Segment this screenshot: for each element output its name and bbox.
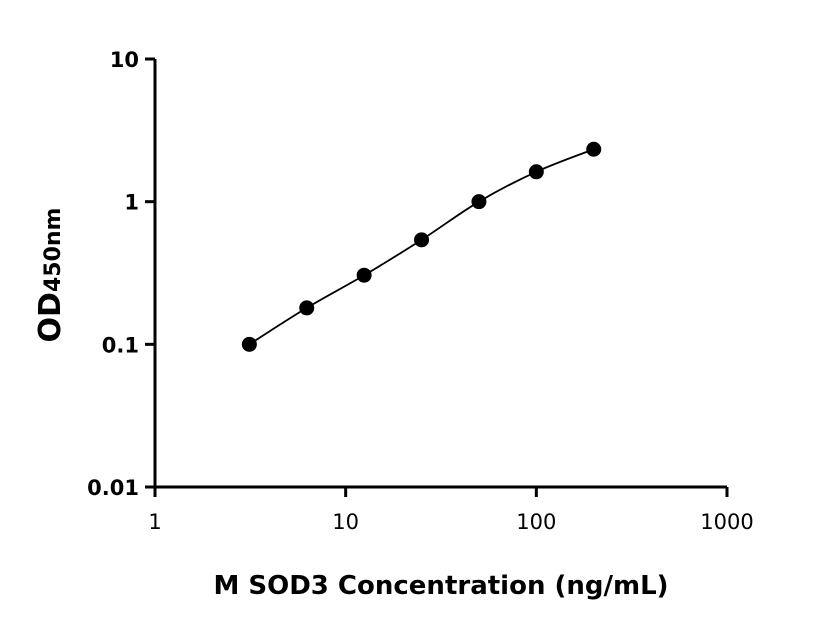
y-tick-label: 1 — [124, 191, 139, 215]
x-tick-label: 100 — [516, 510, 556, 534]
data-points — [241, 141, 602, 352]
x-tick-label: 1000 — [700, 510, 753, 534]
data-point — [241, 336, 257, 352]
data-point — [471, 194, 487, 210]
y-tick-label: 10 — [110, 48, 139, 72]
y-axis-label-subscript: 450nm — [41, 208, 66, 293]
data-point — [586, 141, 602, 157]
y-tick-label: 0.1 — [102, 333, 139, 357]
x-tick-label: 1 — [148, 510, 161, 534]
y-tick-label: 0.01 — [87, 476, 139, 500]
axes: 0.01 0.1 1 10 1 10 100 1000 — [87, 48, 754, 534]
data-point — [299, 300, 315, 316]
data-point — [356, 267, 372, 283]
data-point — [528, 164, 544, 180]
x-tick-label: 10 — [332, 510, 359, 534]
y-axis-label-main: OD — [33, 292, 68, 342]
x-axis-label: M SOD3 Concentration (ng/mL) — [213, 571, 668, 601]
data-point — [414, 232, 430, 248]
y-axis-label: OD450nm — [33, 208, 68, 343]
